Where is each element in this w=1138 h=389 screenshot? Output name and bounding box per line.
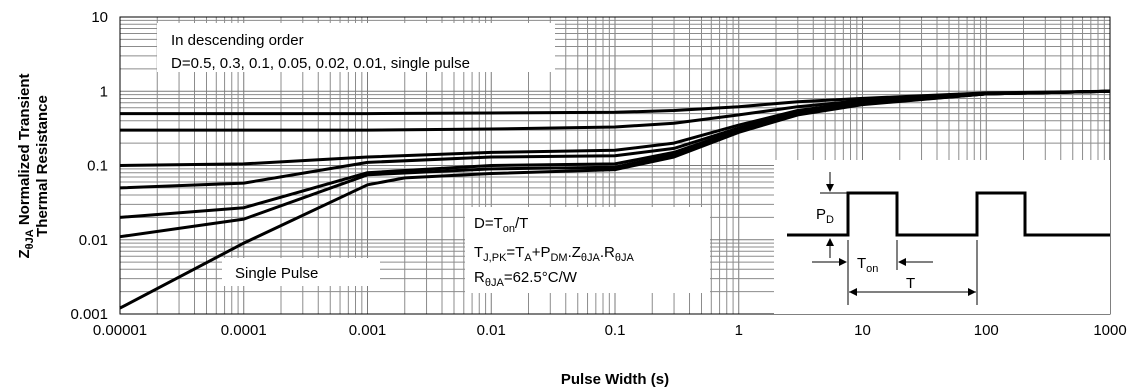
period-arrowhead-right bbox=[968, 288, 976, 296]
x-tick-label: 0.0001 bbox=[221, 322, 267, 339]
y-tick-label: 0.001 bbox=[70, 306, 108, 323]
period-label: T bbox=[906, 275, 915, 292]
ton-arrowhead-left bbox=[839, 258, 847, 266]
pulse-train bbox=[787, 191, 1110, 237]
y-tick-label: 10 bbox=[91, 9, 108, 26]
pd-arrowhead-up bbox=[826, 238, 834, 246]
x-tick-label: 100 bbox=[974, 322, 999, 339]
x-tick-label: 0.001 bbox=[349, 322, 387, 339]
x-tick-label: 1000 bbox=[1093, 322, 1126, 339]
x-tick-label: 10 bbox=[854, 322, 871, 339]
legend-note-box bbox=[157, 23, 555, 72]
legend-note-line1: In descending order bbox=[171, 32, 304, 49]
pulse-waveform-inset: PD Ton T bbox=[774, 160, 1110, 314]
x-tick-label: 0.00001 bbox=[93, 322, 147, 339]
single-pulse-label: Single Pulse bbox=[235, 265, 318, 282]
series-curve-7 bbox=[119, 89, 1111, 310]
ton-label: Ton bbox=[857, 255, 878, 275]
x-tick-label: 1 bbox=[735, 322, 743, 339]
inset-background bbox=[774, 160, 1110, 314]
y-axis-title: ZθJA Normalized Transient Thermal Resist… bbox=[16, 73, 51, 258]
y-tick-label: 0.1 bbox=[87, 158, 108, 175]
formula-duty-cycle: D=Ton/T bbox=[474, 215, 528, 235]
formula-rthja: RθJA=62.5°C/W bbox=[474, 269, 578, 289]
x-axis-title: Pulse Width (s) bbox=[561, 371, 669, 388]
formula-peak-temp: TJ,PK=TA+PDM.ZθJA.RθJA bbox=[474, 244, 634, 264]
single-pulse-label-box bbox=[222, 258, 380, 286]
pd-label: PD bbox=[816, 206, 834, 226]
x-tick-label: 0.1 bbox=[605, 322, 626, 339]
legend-note-line2: D=0.5, 0.3, 0.1, 0.05, 0.02, 0.01, singl… bbox=[171, 55, 470, 72]
x-tick-labels: 0.00001 0.0001 0.001 0.01 0.1 1 10 100 1000 bbox=[93, 322, 1127, 339]
y-axis-title-line2: Thermal Resistance bbox=[34, 95, 51, 237]
y-axis-title-line1: ZθJA Normalized Transient bbox=[16, 73, 36, 258]
period-arrowhead-left bbox=[849, 288, 857, 296]
formula-box bbox=[465, 207, 710, 293]
y-tick-label: 1 bbox=[100, 83, 108, 100]
ton-arrowhead-right bbox=[898, 258, 906, 266]
y-tick-label: 0.01 bbox=[79, 232, 108, 249]
y-tick-labels: 10 1 0.1 0.01 0.001 bbox=[70, 9, 108, 323]
x-tick-label: 0.01 bbox=[477, 322, 506, 339]
curves bbox=[119, 89, 1111, 310]
pd-arrowhead-down bbox=[826, 184, 834, 192]
